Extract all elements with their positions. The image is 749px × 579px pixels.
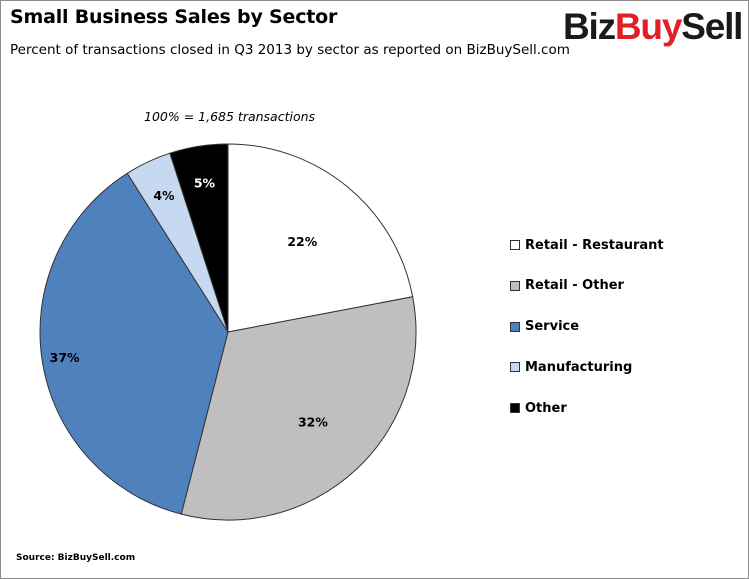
legend-label: Service: [525, 319, 580, 335]
bizbuysell-logo: BizBuySell: [563, 5, 743, 49]
logo-part-buy: Buy: [614, 6, 683, 47]
legend-swatch: [510, 362, 520, 373]
legend-label: Other: [525, 400, 567, 416]
legend-swatch: [510, 240, 520, 250]
legend-swatch: [510, 321, 520, 332]
legend-swatch: [510, 280, 520, 291]
logo-part-sell: Sell: [681, 6, 743, 47]
chart-title: Small Business Sales by Sector: [10, 6, 338, 28]
slice-label-retail-restaurant: 22%: [287, 234, 317, 249]
legend-label: Manufacturing: [525, 359, 633, 375]
slice-label-service: 37%: [50, 350, 80, 365]
slice-label-manufacturing: 4%: [153, 188, 175, 203]
legend-item-other: Other: [510, 399, 567, 417]
pie-slice-retail-restaurant: [227, 143, 414, 333]
legend-item-service: Service: [510, 318, 579, 336]
pie-slice-retail-other: [180, 296, 417, 521]
pie-slices: [39, 143, 417, 521]
slice-label-retail-other: 32%: [298, 414, 328, 429]
pie-slice-labels: 22% 32% 37% 4% 5%: [50, 175, 329, 429]
legend-item-retail-other: Retail - Other: [510, 277, 624, 295]
legend-item-manufacturing: Manufacturing: [510, 358, 632, 376]
total-note: 100% = 1,685 transactions: [144, 109, 316, 124]
legend-label: Retail - Other: [525, 278, 624, 294]
pie-slice-other: [169, 143, 229, 333]
legend-label: Retail - Restaurant: [525, 237, 664, 253]
legend-swatch: [510, 403, 520, 414]
source-note: Source: BizBuySell.com: [16, 553, 136, 563]
slice-label-other: 5%: [194, 175, 216, 190]
logo-part-biz: Biz: [563, 6, 616, 47]
legend-item-retail-restaurant: Retail - Restaurant: [510, 236, 664, 254]
chart-subtitle: Percent of transactions closed in Q3 201…: [10, 42, 570, 58]
